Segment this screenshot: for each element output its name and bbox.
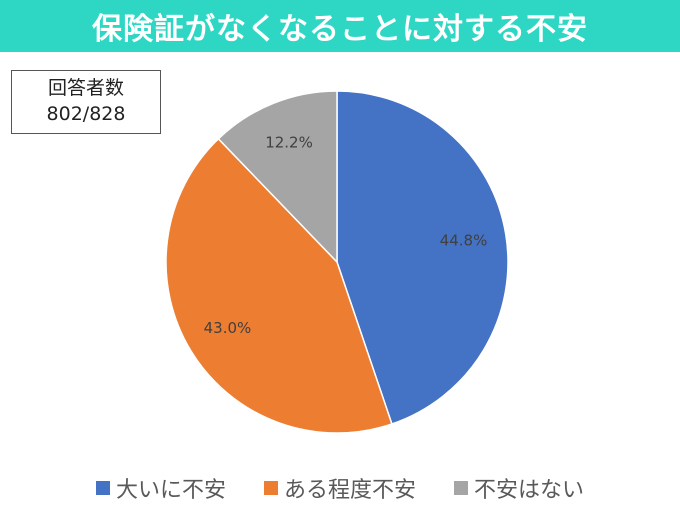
data-label-somewhat-anxious: 43.0% [204,319,252,337]
respondents-value: 802/828 [46,103,126,125]
respondents-box: 回答者数 802/828 [11,70,161,134]
title-bar: 保険証がなくなることに対する不安 [0,0,680,52]
legend-label: 大いに不安 [115,478,226,503]
legend-label: ある程度不安 [283,478,416,503]
legend: 大いに不安 ある程度不安 不安はない [0,470,680,506]
legend-label: 不安はない [474,478,585,503]
slice-not-anxious [217,90,338,264]
legend-swatch-very-anxious [95,481,110,495]
slice-very-anxious [336,90,509,425]
data-label-not-anxious: 12.2% [265,134,313,152]
pie-chart: 44.8% 43.0% 12.2% [165,90,509,434]
legend-item-very-anxious: 大いに不安 [95,472,226,504]
respondents-label: 回答者数 [47,77,124,100]
slice-somewhat-anxious [165,137,393,434]
legend-swatch-not-anxious [454,481,468,495]
page-title: 保険証がなくなることに対する不安 [92,12,588,47]
data-label-very-anxious: 44.8% [440,232,488,250]
legend-swatch-somewhat-anxious [263,481,278,495]
legend-item-somewhat-anxious: ある程度不安 [263,472,416,504]
legend-item-not-anxious: 不安はない [454,472,584,504]
